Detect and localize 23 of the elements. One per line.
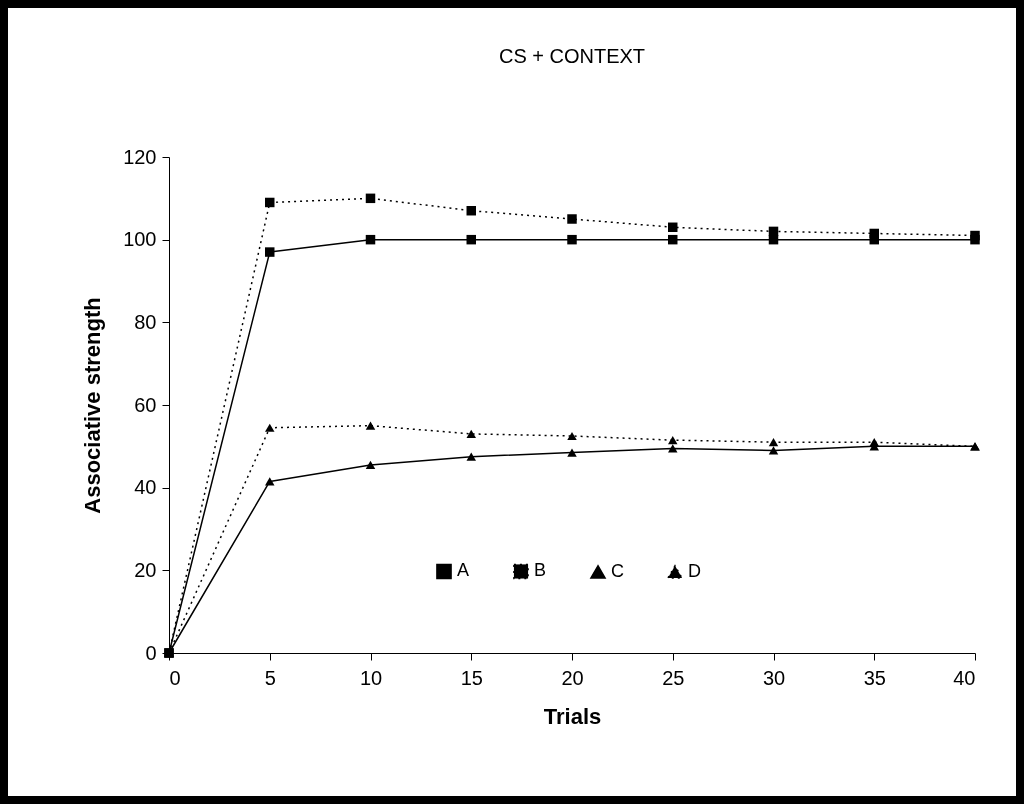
y-tick-label: 0 [145,641,157,664]
x-axis-title: Trials [543,703,602,729]
y-tick-label: 60 [134,393,157,416]
x-tick-label: 10 [359,666,383,689]
y-axis-title: Associative strength [80,297,106,514]
legend-label: B [534,560,547,581]
x-tick-label: 30 [762,666,786,689]
chart-title: CS + CONTEXT [498,45,646,67]
legend-label: D [688,560,701,581]
x-tick-label: 35 [863,666,886,689]
x-tick-label: 0 [169,666,181,689]
x-tick-label: 15 [460,666,483,689]
legend-label: A [457,560,470,581]
x-tick-label: 5 [264,666,276,689]
y-tick-label: 40 [134,476,157,499]
x-tick-label: 20 [561,666,584,689]
y-tick-label: 20 [134,558,157,581]
legend-label: C [611,560,624,581]
x-tick-label: 25 [662,666,685,689]
x-tick-label: 40 [953,666,976,689]
y-tick-label: 120 [123,145,157,168]
y-tick-label: 80 [134,310,157,333]
y-tick-label: 100 [123,228,157,251]
